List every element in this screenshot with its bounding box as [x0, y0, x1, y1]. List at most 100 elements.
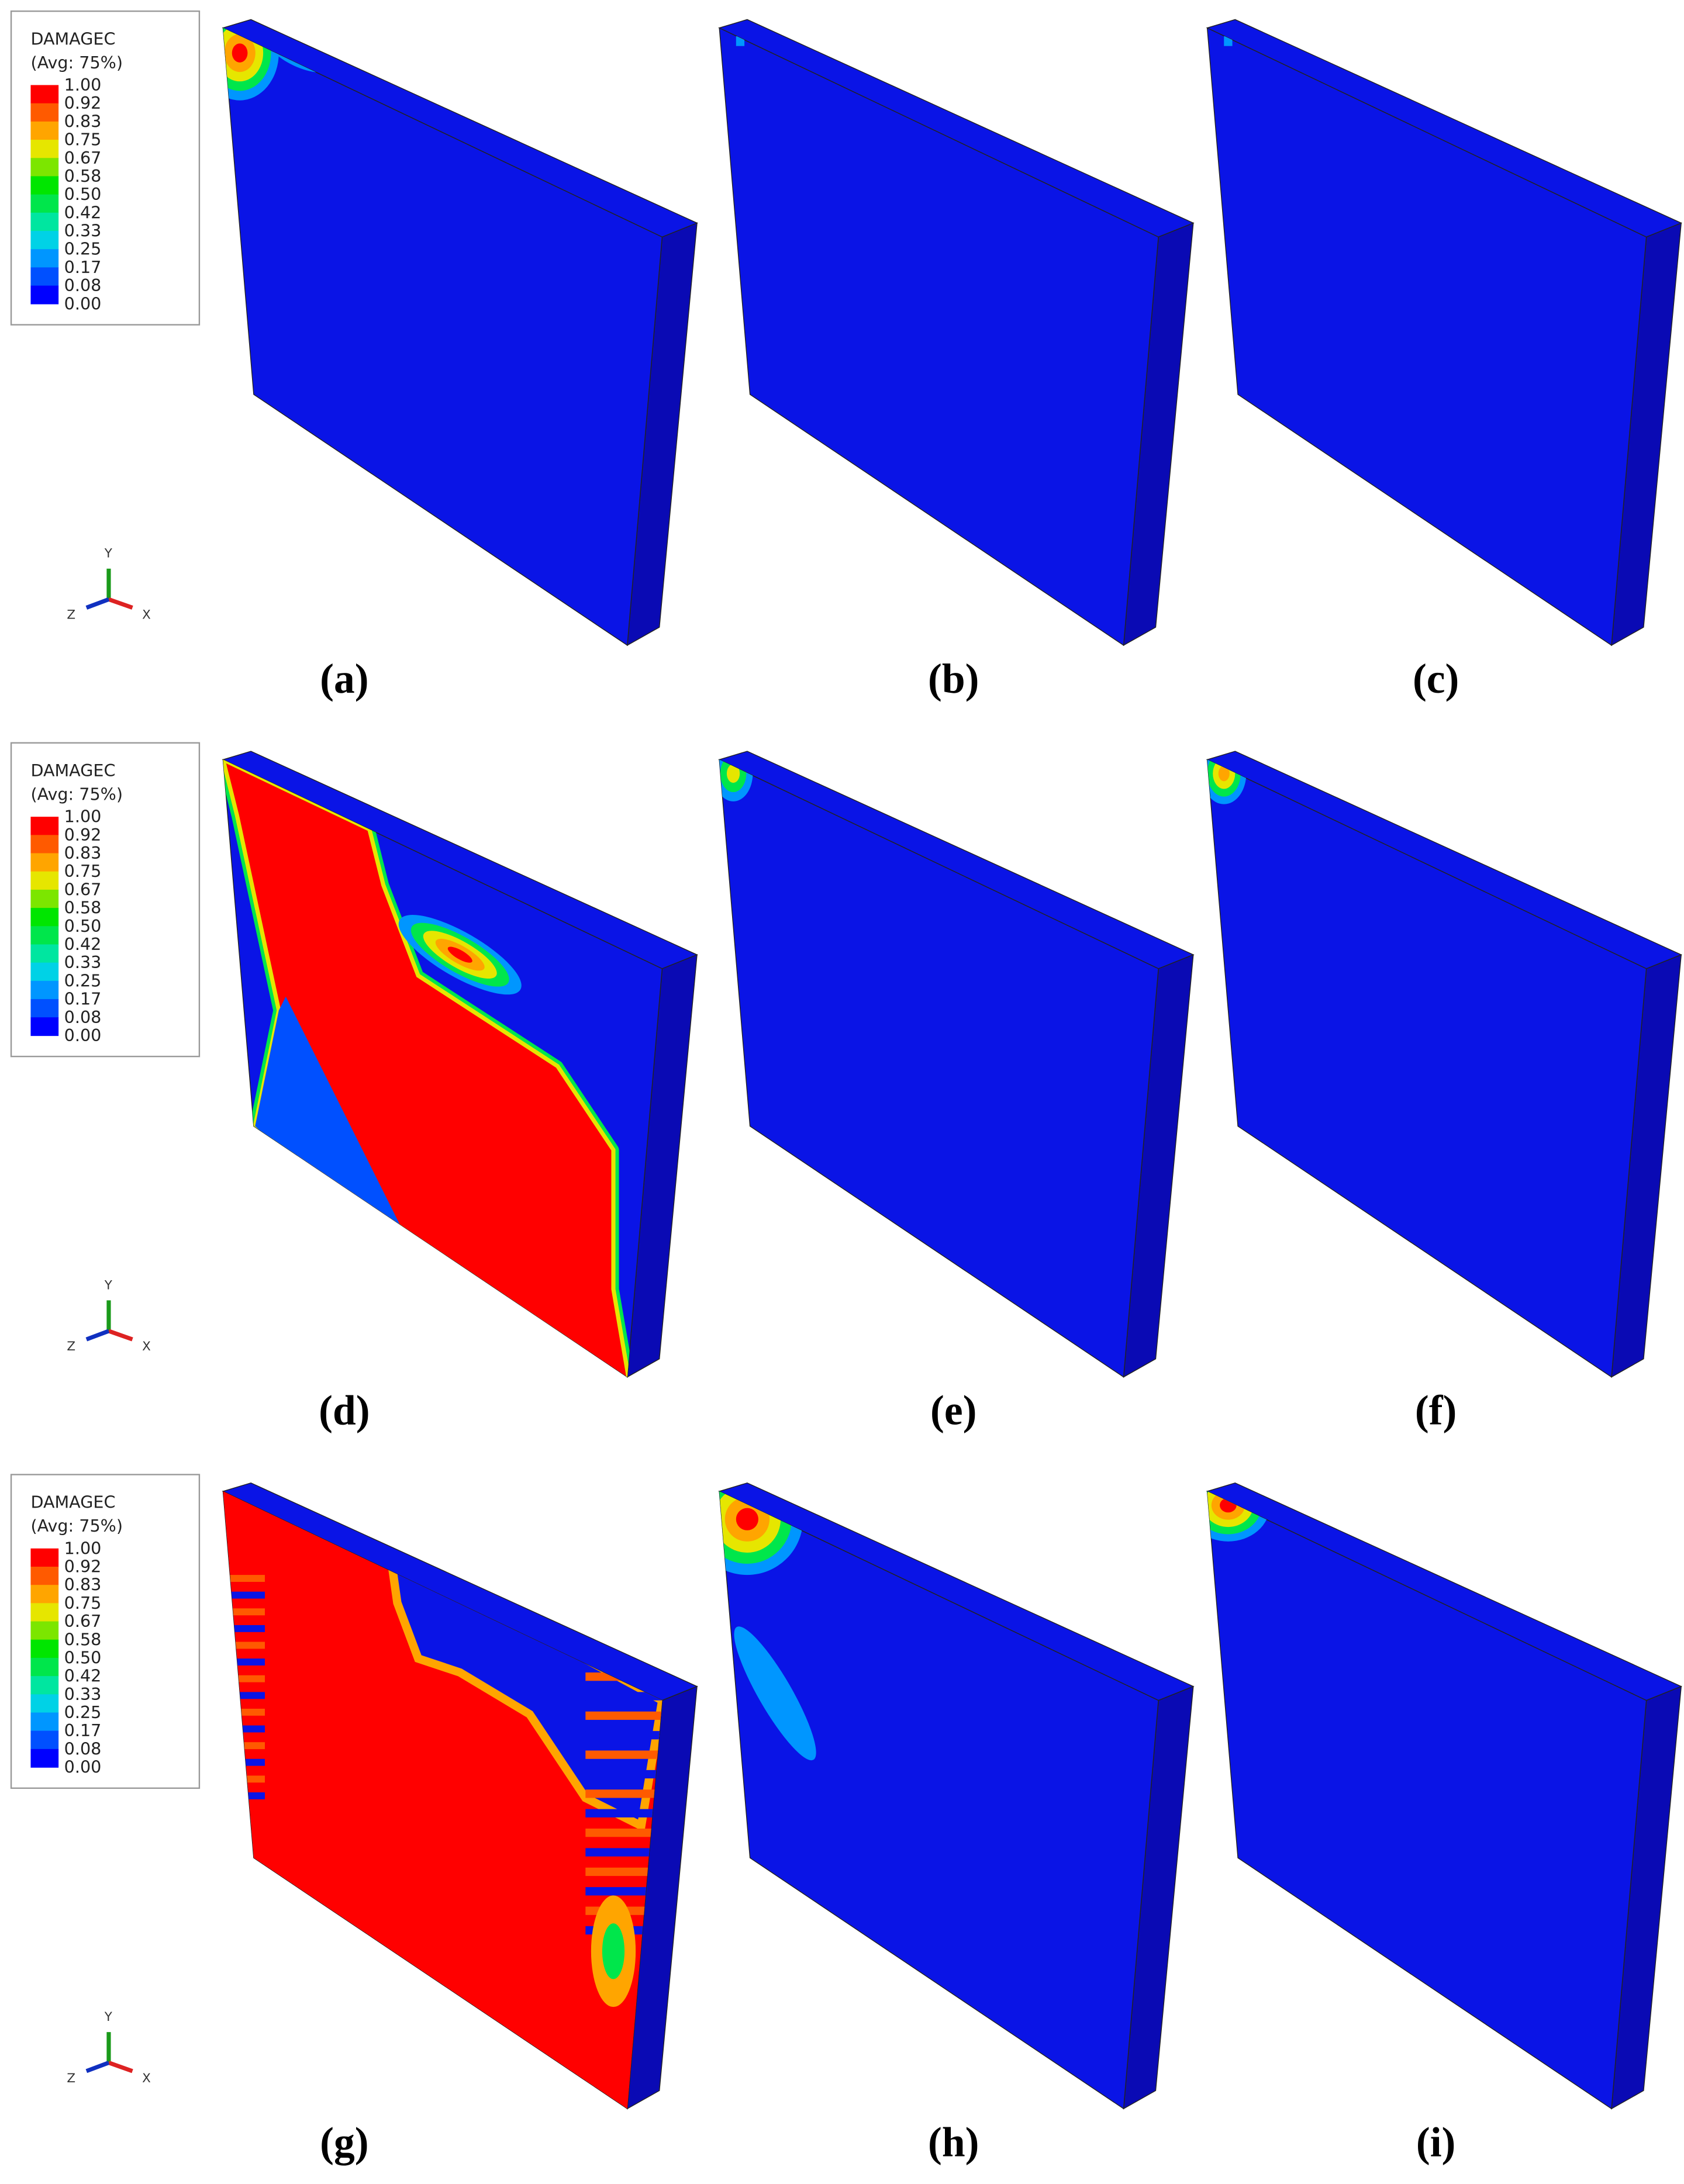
triad-x	[108, 597, 133, 610]
damage-contour	[585, 1711, 662, 1720]
legend-swatch	[30, 194, 59, 213]
damage-contour	[223, 759, 633, 1377]
plate-top	[718, 751, 1195, 969]
damage-contour	[230, 1725, 265, 1733]
legend-level: 0.33	[64, 1684, 102, 1704]
legend-level: 0.17	[64, 989, 102, 1009]
legend-level: 0.50	[64, 184, 102, 204]
legend-level: 0.50	[64, 916, 102, 936]
legend-level: 0.00	[64, 293, 102, 313]
legend-level: 0.17	[64, 1720, 102, 1740]
legend-level: 0.08	[64, 1007, 102, 1027]
damage-contour	[230, 1775, 265, 1783]
triad-label: Z	[67, 608, 75, 623]
legend-swatch	[30, 1657, 59, 1677]
damage-contour	[585, 1887, 662, 1896]
plate-top	[1206, 19, 1683, 238]
legend-title: DAMAGEC	[30, 29, 115, 49]
damage-contour	[230, 1742, 265, 1750]
legend-level: 0.42	[64, 934, 102, 954]
damage-contour	[602, 1923, 625, 1979]
legend-level: 0.33	[64, 221, 102, 241]
triad-label: X	[142, 2071, 151, 2086]
legend-level: 0.83	[64, 1575, 102, 1595]
legend-swatch	[30, 908, 59, 927]
legend-level: 0.08	[64, 275, 102, 295]
triad-label: Z	[67, 2071, 75, 2086]
legend-level: 0.42	[64, 202, 102, 222]
panel-caption: (h)	[928, 2119, 979, 2165]
legend-level: 0.25	[64, 970, 102, 990]
damage-contour	[232, 43, 248, 63]
damage-contour	[585, 1829, 662, 1837]
panel-caption: (i)	[1416, 2119, 1456, 2165]
damage-contour	[726, 764, 740, 783]
legend-swatch	[30, 285, 59, 305]
panel-caption: (b)	[928, 656, 979, 702]
legend-swatch	[30, 1639, 59, 1658]
legend-swatch	[30, 267, 59, 286]
damage-contour	[230, 1625, 265, 1632]
damage-contour	[734, 1626, 816, 1761]
legend-swatch	[30, 1748, 59, 1768]
legend-swatch	[30, 999, 59, 1018]
triad-label: X	[142, 608, 151, 623]
legend-level: 0.58	[64, 166, 102, 186]
panel-caption: (d)	[319, 1388, 370, 1434]
damage-contour	[585, 1867, 662, 1877]
legend-level: 0.92	[64, 825, 102, 845]
triad-label: Y	[104, 547, 113, 561]
panel-caption: (a)	[320, 656, 368, 702]
legend-swatch	[30, 103, 59, 122]
legend-swatch	[30, 926, 59, 945]
legend-level: 0.08	[64, 1739, 102, 1758]
legend-level: 1.00	[64, 1538, 102, 1558]
legend-swatch	[30, 962, 59, 982]
triad-label: Y	[104, 2010, 113, 2024]
plate-top	[718, 19, 1195, 238]
legend-level: 1.00	[64, 75, 102, 95]
legend-swatch	[30, 121, 59, 140]
damage-contour	[1218, 766, 1230, 782]
legend-swatch	[30, 944, 59, 963]
damage-contour	[230, 1575, 265, 1582]
legend-swatch	[30, 817, 59, 836]
legend-swatch	[30, 1676, 59, 1695]
damage-contour	[230, 1591, 265, 1599]
legend-swatch	[30, 1585, 59, 1604]
panel-caption: (c)	[1413, 656, 1459, 702]
damage-contour	[447, 946, 472, 963]
legend-level: 0.42	[64, 1666, 102, 1686]
legend-swatch	[30, 1730, 59, 1750]
plate-top	[222, 751, 698, 969]
legend-swatch	[30, 835, 59, 854]
triad-z	[85, 2061, 110, 2074]
legend-swatch	[30, 1548, 59, 1567]
plate-top	[718, 1482, 1195, 1701]
damage-contour	[585, 1731, 662, 1740]
legend-swatch	[30, 871, 59, 890]
damage-contour	[230, 1642, 265, 1649]
legend-level: 0.25	[64, 239, 102, 259]
legend-level: 1.00	[64, 807, 102, 827]
legend-level: 0.33	[64, 952, 102, 972]
legend-swatch	[30, 1694, 59, 1713]
legend-swatch	[30, 140, 59, 158]
damage-contour	[230, 1792, 265, 1799]
damage-contour	[223, 1491, 662, 2109]
triad-z	[85, 1329, 110, 1342]
legend-swatch	[30, 85, 59, 104]
panel-caption: (f)	[1415, 1388, 1457, 1434]
legend-level: 0.67	[64, 148, 102, 168]
legend-swatch	[30, 158, 59, 177]
legend-swatch	[30, 1603, 59, 1622]
legend-swatch	[30, 980, 59, 1000]
legend-title: DAMAGEC	[30, 1492, 115, 1512]
damage-contour	[230, 1658, 265, 1666]
legend-swatch	[30, 176, 59, 195]
damage-contour	[230, 1608, 265, 1616]
legend-title: DAMAGEC	[30, 761, 115, 780]
triad-label: Z	[67, 1339, 75, 1354]
